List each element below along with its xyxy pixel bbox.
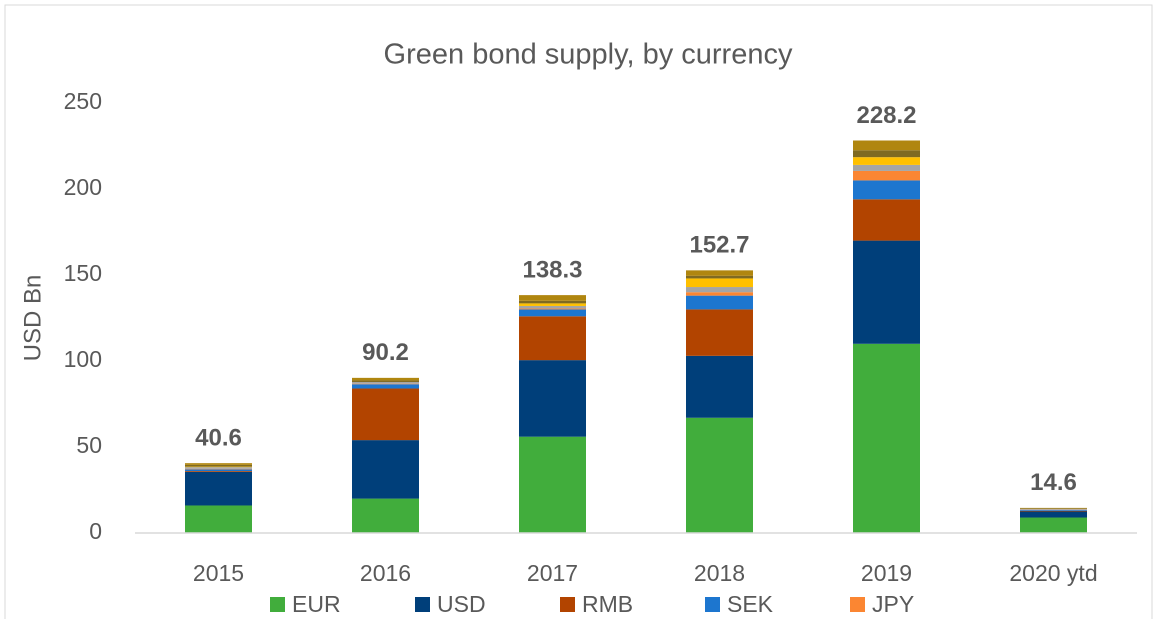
bar-segment: [185, 464, 252, 467]
bar-segment: [1020, 508, 1087, 509]
legend-swatch: [415, 597, 430, 612]
legend-label: RMB: [582, 591, 633, 617]
bar-segment: [686, 275, 753, 279]
legend-swatch: [705, 597, 720, 612]
bar-segment: [1020, 510, 1087, 512]
bar-segment: [185, 463, 252, 465]
total-label: 152.7: [689, 232, 749, 259]
x-tick-label: 2016: [360, 560, 411, 586]
bar-segment: [853, 343, 920, 533]
bar-segment: [853, 140, 920, 151]
legend-swatch: [850, 597, 865, 612]
y-tick-label: 0: [89, 518, 102, 544]
bar-segment: [853, 164, 920, 171]
bar-segment: [686, 278, 753, 288]
bar-segment: [185, 505, 252, 533]
bar-segment: [1020, 517, 1087, 533]
bar-segment: [519, 303, 586, 306]
bar-segment: [1020, 508, 1087, 510]
bar-segment: [185, 471, 252, 506]
x-tick-label: 2015: [193, 560, 244, 586]
bar-segment: [352, 384, 419, 389]
bar-segment: [185, 471, 252, 472]
x-tick-label: 2018: [694, 560, 745, 586]
bar-segment: [519, 309, 586, 317]
bar-segment: [185, 468, 252, 470]
bar-segment: [185, 467, 252, 469]
legend-label: JPY: [872, 591, 914, 617]
bar-segment: [352, 498, 419, 533]
x-tick-label: 2020 ytd: [1009, 560, 1097, 586]
bar-segment: [686, 295, 753, 310]
total-label: 138.3: [522, 256, 582, 283]
bar-segment: [185, 466, 252, 468]
bar-segment: [519, 436, 586, 533]
bar-segment: [686, 417, 753, 533]
bar-segment: [853, 180, 920, 200]
bar-segment: [686, 270, 753, 276]
bar-segment: [185, 469, 252, 472]
bar-segment: [686, 355, 753, 418]
bar-segment: [352, 440, 419, 499]
y-axis-label: USD Bn: [19, 275, 46, 362]
y-tick-label: 250: [64, 88, 102, 114]
y-tick-label: 100: [64, 346, 102, 372]
bar-segment: [1020, 511, 1087, 518]
total-label: 228.2: [856, 102, 916, 129]
legend-label: SEK: [727, 591, 774, 617]
legend-label: USD: [437, 591, 486, 617]
bar-segment: [352, 388, 419, 441]
bar-segment: [519, 305, 586, 309]
bar-segment: [519, 295, 586, 301]
bar-segment: [1020, 510, 1087, 511]
bar-segment: [352, 383, 419, 385]
bar-segment: [853, 157, 920, 165]
bar-segment: [853, 199, 920, 241]
total-label: 40.6: [195, 425, 242, 452]
bar-segment: [853, 240, 920, 344]
bar-segment: [1020, 507, 1087, 509]
bar-segment: [352, 380, 419, 382]
y-tick-label: 200: [64, 174, 102, 200]
bar-segment: [853, 150, 920, 158]
bar-segment: [352, 381, 419, 384]
bar-segment: [686, 287, 753, 293]
y-tick-label: 50: [76, 432, 102, 458]
total-label: 90.2: [362, 339, 409, 366]
bar-segment: [686, 292, 753, 296]
y-tick-label: 150: [64, 260, 102, 286]
bar-segment: [519, 316, 586, 361]
bar-segment: [352, 377, 419, 381]
legend-swatch: [560, 597, 575, 612]
bar-segment: [519, 360, 586, 437]
x-tick-label: 2017: [527, 560, 578, 586]
total-label: 14.6: [1030, 469, 1077, 496]
bar-segment: [686, 309, 753, 356]
bar-segment: [853, 170, 920, 181]
chart-border: [4, 4, 1153, 619]
chart-title: Green bond supply, by currency: [384, 39, 793, 71]
bar-segment: [519, 300, 586, 304]
legend-swatch: [270, 597, 285, 612]
x-tick-label: 2019: [861, 560, 912, 586]
legend-label: EUR: [292, 591, 341, 617]
bar-segment: [519, 308, 586, 310]
